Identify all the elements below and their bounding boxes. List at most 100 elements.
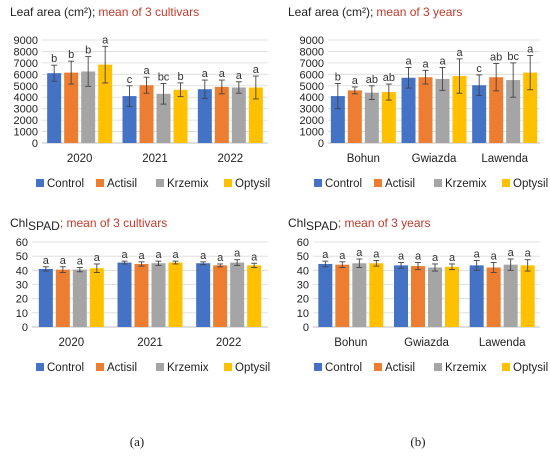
y-tick-label: 8000 <box>300 46 324 58</box>
legend-swatch-krzemix <box>156 363 164 371</box>
significance-label: a <box>422 58 429 70</box>
x-category-label: Lawenda <box>481 153 528 165</box>
bar-control <box>330 96 345 143</box>
significance-label: a <box>322 249 329 261</box>
significance-label: a <box>200 250 207 262</box>
chart-chl-spad-cultivars: ChlSPAD; mean of 3 years 0 10 20 30 40 50 60 Boh… <box>288 216 548 374</box>
y-tick-label: 2000 <box>300 115 324 127</box>
significance-label: c <box>476 63 482 75</box>
legend-label-actisil: Actisil <box>107 362 137 374</box>
y-tick-label: 1000 <box>14 127 38 139</box>
significance-label: b <box>177 71 183 83</box>
chart-title-subscript: SPAD <box>28 219 60 233</box>
y-tick-label: 20 <box>297 294 309 306</box>
chart-subtitle: ; mean of 3 cultivars <box>60 216 167 230</box>
legend-swatch-control <box>36 179 44 187</box>
y-tick-label: 50 <box>16 251 28 263</box>
significance-label: a <box>172 249 179 261</box>
legend-swatch-control <box>314 363 322 371</box>
significance-label: a <box>143 65 150 77</box>
significance-label: a <box>202 68 209 80</box>
legend-label-control: Control <box>47 178 84 190</box>
significance-label: b <box>335 71 341 83</box>
bar-actisil <box>347 90 362 143</box>
legend-label-actisil: Actisil <box>385 178 415 190</box>
y-tick-label: 40 <box>297 265 309 277</box>
legend-label-krzemix: Krzemix <box>445 178 487 190</box>
significance-label: a <box>491 251 498 263</box>
bar-krzemix <box>156 93 171 143</box>
significance-label: a <box>415 251 422 263</box>
y-tick-label: 5000 <box>300 81 324 93</box>
bar-optysil <box>381 92 396 143</box>
bar-actisil <box>411 266 425 327</box>
chart-title: ChlSPAD; mean of 3 years <box>288 216 431 233</box>
chart-title-text: Leaf area (cm²); <box>10 5 95 19</box>
bar-control <box>318 263 333 327</box>
bar-actisil <box>486 267 501 327</box>
significance-label: a <box>339 250 346 262</box>
significance-label: b <box>85 45 91 57</box>
bar-actisil <box>418 77 433 143</box>
chart-leaf-area-years: Leaf area (cm²); mean of 3 cultivars 01000… <box>10 5 270 190</box>
y-tick-label: 0 <box>32 138 38 150</box>
y-tick-label: 3000 <box>300 104 324 116</box>
bar-optysil <box>173 89 188 143</box>
chart-title-subscript: SPAD <box>306 219 338 233</box>
significance-label: a <box>373 248 380 260</box>
significance-label: a <box>352 75 359 87</box>
y-tick-label: 7000 <box>300 58 324 70</box>
y-tick-label: 9000 <box>300 35 324 47</box>
legend-label-optysil: Optysil <box>513 178 548 190</box>
significance-label: bc <box>158 71 170 83</box>
y-tick-label: 60 <box>297 237 309 249</box>
bar-actisil <box>64 72 79 143</box>
legend-swatch-krzemix <box>434 179 442 187</box>
x-category-label: 2020 <box>59 337 85 349</box>
bar-optysil <box>247 265 262 327</box>
bar-optysil <box>445 266 459 327</box>
significance-label: a <box>432 252 439 264</box>
legend-label-optysil: Optysil <box>513 362 548 374</box>
legend-swatch-actisil <box>374 363 382 371</box>
y-tick-label: 40 <box>16 265 28 277</box>
bar-actisil <box>335 264 350 327</box>
legend-label-control: Control <box>325 178 362 190</box>
y-tick-label: 60 <box>16 237 28 249</box>
bar-optysil <box>452 76 467 143</box>
legend-label-krzemix: Krzemix <box>167 178 209 190</box>
x-category-label: 2021 <box>142 153 168 165</box>
x-category-label: 2021 <box>137 337 163 349</box>
significance-label: a <box>456 47 463 59</box>
bar-control <box>196 263 211 327</box>
y-tick-label: 3000 <box>14 104 38 116</box>
legend-swatch-control <box>314 179 322 187</box>
x-category-label: 2022 <box>218 153 244 165</box>
significance-label: b <box>68 49 74 61</box>
significance-label: ab <box>383 72 395 84</box>
y-tick-label: 5000 <box>14 81 38 93</box>
bar-actisil <box>55 269 70 327</box>
chart-title-text: Chl <box>288 216 306 230</box>
legend-label-optysil: Optysil <box>235 178 270 190</box>
legend-label-control: Control <box>47 362 84 374</box>
y-tick-label: 20 <box>16 294 28 306</box>
significance-label: a <box>405 55 412 67</box>
chart-subtitle: ; mean of 3 years <box>338 216 431 230</box>
y-tick-label: 9000 <box>14 35 38 47</box>
significance-label: a <box>356 247 363 259</box>
bar-actisil <box>213 265 228 327</box>
legend-swatch-optysil <box>224 179 232 187</box>
x-category-label: Bohun <box>347 153 380 165</box>
x-category-label: 2020 <box>67 153 93 165</box>
y-tick-label: 6000 <box>14 69 38 81</box>
bar-krzemix <box>435 78 450 143</box>
bar-control <box>197 89 212 143</box>
significance-label: a <box>508 247 515 259</box>
significance-label: bc <box>507 51 519 63</box>
legend-label-actisil: Actisil <box>385 362 415 374</box>
y-tick-label: 30 <box>297 280 309 292</box>
significance-label: b <box>51 53 57 65</box>
chart-title: Leaf area (cm²); mean of 3 cultivars <box>10 5 199 19</box>
significance-label: a <box>398 251 405 263</box>
